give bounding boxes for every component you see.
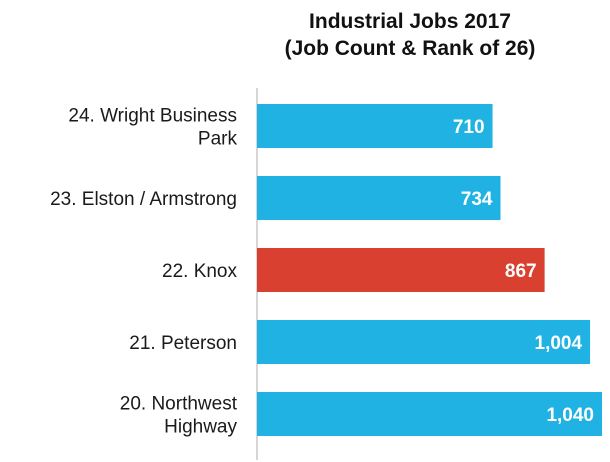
- chart-title-block: Industrial Jobs 2017 (Job Count & Rank o…: [250, 8, 570, 62]
- chart-subtitle: (Job Count & Rank of 26): [284, 37, 536, 60]
- bar: [257, 248, 545, 292]
- chart-title: Industrial Jobs 2017: [309, 10, 511, 33]
- category-label: 22. Knox: [162, 261, 237, 282]
- data-label: 1,004: [535, 333, 583, 354]
- data-label: 734: [461, 189, 493, 210]
- category-label: 24. Wright Business Park: [68, 106, 237, 150]
- bar: [257, 104, 493, 148]
- bar: [257, 392, 602, 436]
- data-label: 867: [505, 261, 537, 282]
- data-label: 1,040: [546, 405, 594, 426]
- bar: [257, 320, 591, 364]
- bar: [257, 176, 501, 220]
- category-label: 21. Peterson: [129, 333, 237, 354]
- category-label: 20. Northwest Highway: [120, 394, 238, 438]
- category-label: 23. Elston / Armstrong: [50, 189, 237, 210]
- data-label: 710: [453, 117, 485, 138]
